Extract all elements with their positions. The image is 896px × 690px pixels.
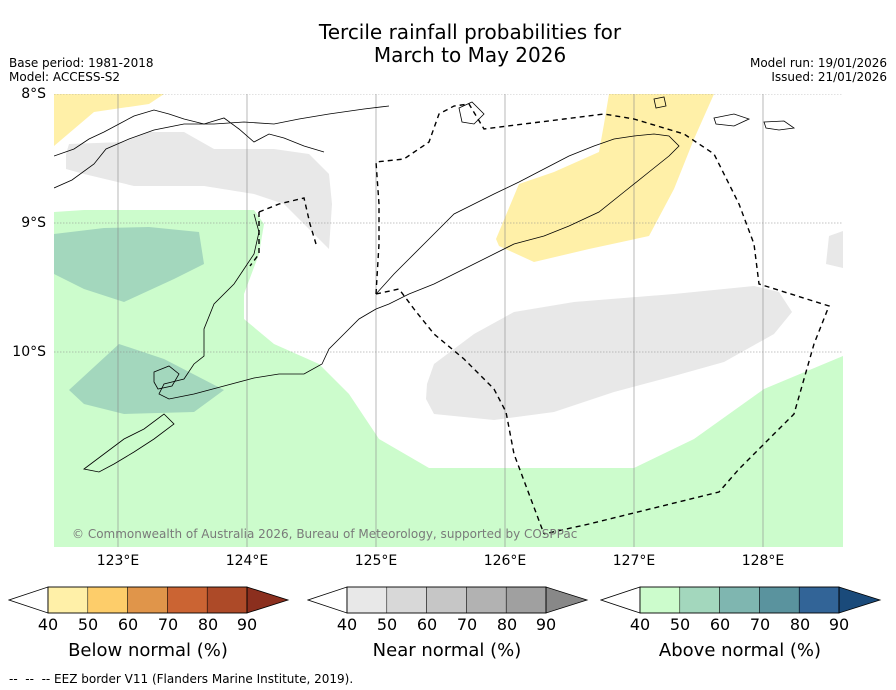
colorbar-swatch <box>719 586 760 614</box>
colorbar-above-extend-low <box>600 586 641 614</box>
near-normal-40-region <box>66 132 332 249</box>
colorbar-above-swatches <box>639 586 840 614</box>
colorbar-below-label: Below normal (%) <box>68 640 228 661</box>
colorbar-tick: 40 <box>336 615 358 634</box>
colorbar-swatch <box>426 586 467 614</box>
alor-coastline <box>458 101 485 125</box>
colorbar-swatch <box>167 586 208 614</box>
lat-label-8s: 8°S <box>21 86 46 102</box>
colorbar-below-swatches <box>47 586 248 614</box>
colorbar-tick: 70 <box>749 615 771 634</box>
above-normal-50-region <box>69 344 224 414</box>
model-run-text: Model run: 19/01/2026 <box>749 56 887 70</box>
eez-border <box>249 103 830 535</box>
above-normal-50-region <box>54 227 204 302</box>
colorbar-tick: 60 <box>117 615 139 634</box>
colorbar-above-normal <box>600 586 882 614</box>
map-gridlines <box>54 94 843 547</box>
colorbar-tick: 90 <box>828 615 850 634</box>
chart-title-line1: Tercile rainfall probabilities for <box>318 20 622 44</box>
colorbar-tick: 90 <box>236 615 258 634</box>
colorbar-swatch <box>505 586 547 614</box>
colorbar-above-extend-high <box>838 586 882 614</box>
colorbar-above-label: Above normal (%) <box>658 640 822 661</box>
colorbar-swatch <box>466 586 507 614</box>
colorbar-swatch <box>759 586 800 614</box>
sumba-coastline <box>158 213 377 400</box>
wetar-coastline <box>653 96 667 109</box>
flores-coastline <box>54 105 390 189</box>
lon-label-125e: 125°E <box>354 553 398 569</box>
savu-coastline <box>83 413 175 473</box>
wetar-coastline <box>713 113 751 127</box>
colorbar-near-extend-low <box>307 586 348 614</box>
colorbar-tick: 80 <box>197 615 219 634</box>
below-normal-40-region <box>54 94 164 146</box>
base-period-text: Base period: 1981-2018 <box>9 56 154 70</box>
lat-label-9s: 9°S <box>21 215 46 231</box>
near-normal-40-region <box>426 286 792 420</box>
colorbar-below-normal <box>8 586 290 614</box>
colorbar-near-label: Near normal (%) <box>372 640 522 661</box>
colorbar-tick: 50 <box>669 615 691 634</box>
model-text: Model: ACCESS-S2 <box>9 70 121 84</box>
colorbar-tick: 50 <box>376 615 398 634</box>
lon-label-124e: 124°E <box>225 553 269 569</box>
colorbar-swatch <box>346 586 388 614</box>
colorbar-swatch <box>386 586 427 614</box>
colorbar-tick: 80 <box>496 615 518 634</box>
wetar-coastline <box>763 120 796 131</box>
lon-label-128e: 128°E <box>741 553 785 569</box>
flores-coastline <box>54 109 325 157</box>
lon-label-127e: 127°E <box>612 553 656 569</box>
above-normal-40-region <box>54 210 843 547</box>
lon-label-123e: 123°E <box>96 553 140 569</box>
issued-text: Issued: 21/01/2026 <box>771 70 887 84</box>
colorbar-swatch <box>47 586 89 614</box>
colorbar-near-extend-high <box>545 586 589 614</box>
colorbar-tick: 90 <box>535 615 557 634</box>
colorbar-swatch <box>679 586 720 614</box>
colorbar-tick: 40 <box>629 615 651 634</box>
colorbar-swatch <box>127 586 168 614</box>
below-normal-40-region <box>496 94 714 262</box>
colorbar-tick: 50 <box>77 615 99 634</box>
eez-footnote: -- -- -- EEZ border V11 (Flanders Marine… <box>9 672 354 686</box>
colorbar-swatch <box>798 586 840 614</box>
colorbar-near-normal <box>307 586 589 614</box>
colorbar-tick: 40 <box>37 615 59 634</box>
colorbar-tick: 70 <box>157 615 179 634</box>
lat-label-10s: 10°S <box>12 344 46 360</box>
colorbar-near-swatches <box>346 586 547 614</box>
colorbar-swatch <box>206 586 248 614</box>
colorbar-tick: 60 <box>416 615 438 634</box>
colorbar-swatch <box>639 586 681 614</box>
rote-coastline <box>153 365 180 390</box>
colorbar-below-extend-high <box>246 586 290 614</box>
chart-title-line2: March to May 2026 <box>373 43 567 67</box>
timor-coastline <box>375 133 680 310</box>
lon-label-126e: 126°E <box>483 553 527 569</box>
colorbar-tick: 80 <box>789 615 811 634</box>
colorbar-below-extend-low <box>8 586 49 614</box>
colorbar-tick: 60 <box>709 615 731 634</box>
colorbar-swatch <box>87 586 128 614</box>
coastlines <box>54 96 796 473</box>
copyright-text: © Commonwealth of Australia 2026, Bureau… <box>72 527 577 541</box>
colorbar-tick: 70 <box>456 615 478 634</box>
near-normal-40-region <box>826 231 843 268</box>
forecast-map: © Commonwealth of Australia 2026, Bureau… <box>54 94 843 547</box>
